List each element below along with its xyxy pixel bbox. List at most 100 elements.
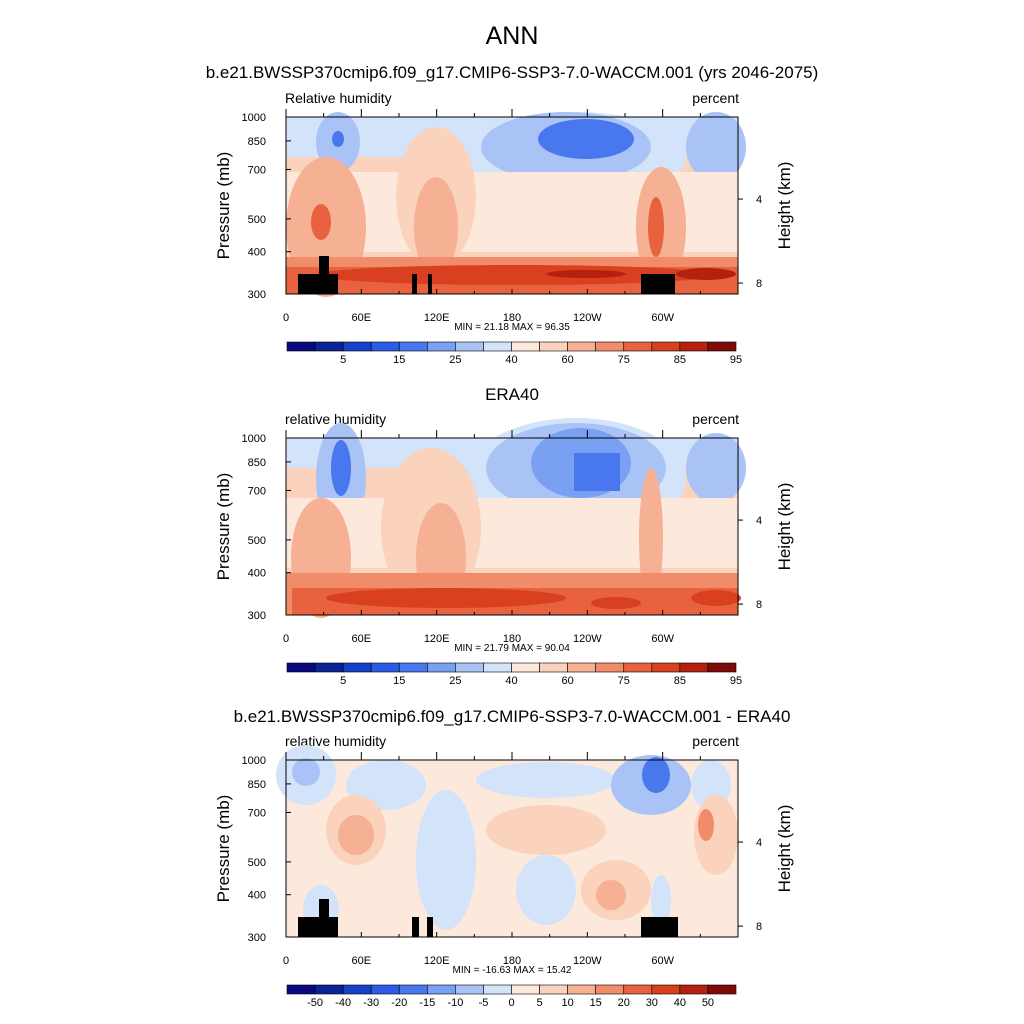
colorbar-box — [427, 341, 456, 352]
colorbar-label: 20 — [618, 997, 630, 1009]
y-tick-label: 700 — [248, 164, 266, 176]
panel-2-colorbar-boxes: 5 15 25 40 60 75 85 95 — [286, 662, 742, 687]
x-tick-label: 0 — [283, 312, 289, 324]
terrain-mask — [412, 274, 417, 294]
colorbar-box — [398, 341, 428, 352]
panel-3-plot-area: 300 400 500 700 850 1000 0 60E 120E 180 120W 60W 8 4 P… — [214, 745, 794, 967]
panel-1-colorbar-boxes: 5 15 25 40 60 75 85 95 — [286, 341, 742, 366]
height-tick-label: 4 — [756, 515, 762, 527]
panel-3-colorbar: -50 -40 -30 -20 -15 -10 -5 0 5 10 15 20 30 40 50 — [286, 984, 737, 1009]
y-axis-right-title: Height (km) — [775, 805, 794, 893]
colorbar-box — [539, 341, 568, 352]
colorbar-box — [679, 984, 709, 995]
colorbar-box — [707, 662, 737, 673]
y-tick-label: 850 — [248, 457, 266, 469]
panel-2-title: ERA40 — [485, 385, 539, 404]
colorbar-box — [370, 984, 400, 995]
panel-1-left-label: Relative humidity — [285, 90, 392, 106]
colorbar-box — [567, 341, 596, 352]
y-tick-label: 700 — [248, 485, 266, 497]
panel-3-right-label: percent — [692, 733, 739, 749]
colorbar-label: 5 — [340, 354, 346, 366]
y-tick-label: 500 — [248, 535, 266, 547]
colorbar-box — [342, 984, 372, 995]
colorbar-label: 40 — [505, 675, 517, 687]
panel-2-left-label: relative humidity — [285, 411, 386, 427]
x-tick-label: 120E — [424, 312, 450, 324]
colorbar-label: 85 — [674, 675, 686, 687]
colorbar-box — [679, 662, 709, 673]
x-tick-label: 60W — [651, 312, 674, 324]
x-tick-label: 120E — [424, 955, 450, 967]
panel-1-title: b.e21.BWSSP370cmip6.f09_g17.CMIP6-SSP3-7… — [206, 63, 819, 82]
colorbar-box — [595, 341, 625, 352]
x-tick-label: 0 — [283, 955, 289, 967]
colorbar-box — [286, 341, 316, 352]
colorbar-box — [511, 662, 540, 673]
terrain-mask — [319, 256, 329, 276]
panel-3-axes: 300 400 500 700 850 1000 0 60E 120E 180 120W 60W 8 4 P… — [214, 752, 794, 967]
x-tick-label: 0 — [283, 633, 289, 645]
colorbar-box — [707, 984, 737, 995]
colorbar-box — [483, 984, 512, 995]
colorbar-label: -40 — [335, 997, 351, 1009]
colorbar-box — [623, 662, 653, 673]
x-tick-label: 60E — [352, 312, 372, 324]
x-tick-label: 120W — [573, 633, 602, 645]
colorbar-label: -20 — [391, 997, 407, 1009]
colorbar-box — [539, 984, 568, 995]
terrain-mask — [641, 274, 675, 294]
panel-2-field — [286, 418, 746, 618]
x-tick-label: 60E — [352, 633, 372, 645]
panel-3-title: b.e21.BWSSP370cmip6.f09_g17.CMIP6-SSP3-7… — [234, 707, 791, 726]
colorbar-label: 60 — [562, 354, 574, 366]
colorbar-box — [567, 984, 596, 995]
colorbar-box — [511, 341, 540, 352]
x-tick-label: 180 — [503, 955, 521, 967]
colorbar-box — [455, 662, 484, 673]
colorbar-box — [342, 341, 372, 352]
panel-2-colorbar: 5 15 25 40 60 75 85 95 — [286, 662, 742, 687]
colorbar-label: 10 — [562, 997, 574, 1009]
panel-3: b.e21.BWSSP370cmip6.f09_g17.CMIP6-SSP3-7… — [214, 707, 794, 1009]
y-tick-label: 500 — [248, 857, 266, 869]
y-tick-label: 400 — [248, 568, 266, 580]
colorbar-box — [707, 341, 737, 352]
colorbar-label: 75 — [618, 354, 630, 366]
colorbar-label: 15 — [393, 675, 405, 687]
terrain-mask — [298, 917, 338, 937]
x-tick-label: 60E — [352, 955, 372, 967]
y-tick-label: 700 — [248, 807, 266, 819]
colorbar-label: -50 — [307, 997, 323, 1009]
colorbar-label: 95 — [730, 354, 742, 366]
y-tick-label: 400 — [248, 247, 266, 259]
x-tick-label: 180 — [503, 633, 521, 645]
panel-3-colorbar-boxes: -50 -40 -30 -20 -15 -10 -5 0 5 10 15 20 30 40 50 — [286, 984, 737, 1009]
x-tick-label: 120E — [424, 633, 450, 645]
y-tick-label: 300 — [248, 289, 266, 301]
colorbar-box — [567, 662, 596, 673]
terrain-mask — [298, 274, 338, 294]
panel-1-colorbar: 5 15 25 40 60 75 85 95 — [286, 341, 742, 366]
terrain-mask — [412, 917, 419, 937]
colorbar-label: 60 — [562, 675, 574, 687]
panel-1-terrain — [298, 256, 675, 294]
y-tick-label: 850 — [248, 136, 266, 148]
colorbar-box — [455, 341, 484, 352]
panel-2-right-label: percent — [692, 411, 739, 427]
colorbar-box — [595, 984, 625, 995]
y-tick-label: 1000 — [242, 112, 266, 124]
colorbar-box — [286, 984, 316, 995]
panel-2-plot-area: 300 400 500 700 850 1000 0 60E 120E 180 120W 60W 8 4 P… — [214, 418, 794, 645]
height-tick-label: 8 — [756, 599, 762, 611]
colorbar-label: 5 — [537, 997, 543, 1009]
colorbar-box — [651, 984, 681, 995]
y-axis-title: Pressure (mb) — [214, 152, 233, 260]
height-tick-label: 4 — [756, 194, 762, 206]
x-tick-label: 120W — [573, 955, 602, 967]
colorbar-label: 50 — [702, 997, 714, 1009]
colorbar-label: -10 — [447, 997, 463, 1009]
panel-1-plot-area: 300 400 500 700 850 1000 0 60E 120E 180 120W 60W 8 4 P… — [214, 109, 794, 324]
colorbar-label: -5 — [479, 997, 489, 1009]
